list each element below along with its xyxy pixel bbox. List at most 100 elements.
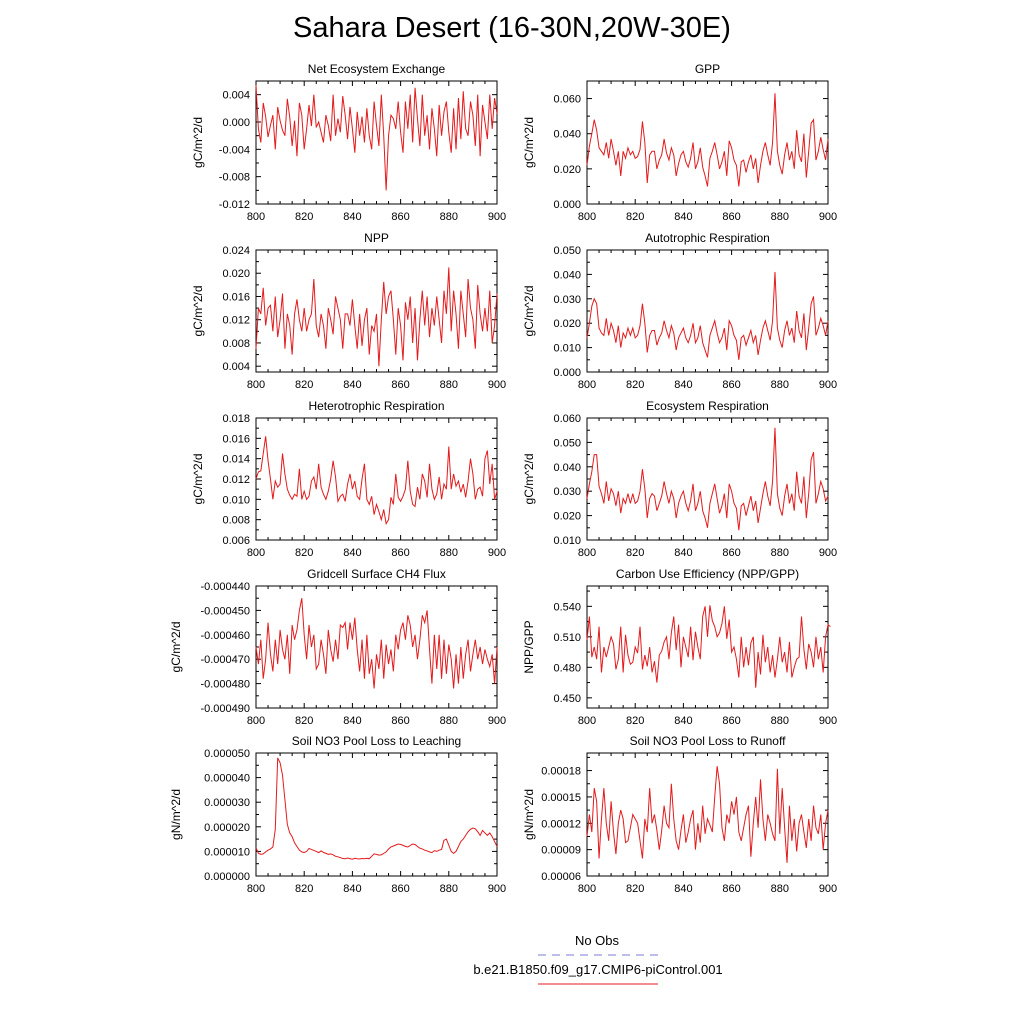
panel-title: Autotrophic Respiration	[645, 231, 770, 245]
y-tick-label: 0.510	[553, 632, 581, 644]
y-tick-label: 0.024	[222, 245, 250, 257]
x-tick-label: 880	[440, 379, 458, 391]
x-tick-label: 900	[819, 883, 837, 895]
y-tick-label: 0.040	[553, 269, 581, 281]
y-tick-label: 0.040	[553, 462, 581, 474]
x-tick-label: 900	[819, 715, 837, 727]
x-tick-label: 900	[819, 211, 837, 223]
panel-title: Carbon Use Efficiency (NPP/GPP)	[616, 567, 799, 581]
x-tick-label: 840	[343, 211, 361, 223]
plot-frame	[255, 417, 498, 541]
panel-title: Ecosystem Respiration	[646, 399, 769, 413]
panel-2: GPP gC/m^2/d 800 820 840 860 880 900 0.000 0.020 0…	[522, 62, 837, 223]
panel-title: Net Ecosystem Exchange	[308, 62, 446, 76]
x-tick-label: 880	[771, 211, 789, 223]
x-tick-label: 800	[578, 547, 596, 559]
panel-title: Heterotrophic Respiration	[308, 399, 444, 413]
x-tick-label: 840	[674, 547, 692, 559]
x-tick-label: 880	[440, 547, 458, 559]
plot-frame	[586, 752, 829, 877]
x-tick-label: 880	[771, 379, 789, 391]
series-line	[586, 766, 829, 863]
panel-7: Gridcell Surface CH4 Flux gC/m^2/d 800 820 8…	[169, 567, 506, 727]
panel-title: Gridcell Surface CH4 Flux	[307, 567, 446, 581]
x-tick-label: 840	[343, 547, 361, 559]
y-axis-label: NPP/GPP	[522, 620, 536, 673]
y-axis-label: gC/m^2/d	[522, 454, 536, 505]
y-tick-label: -0.000460	[200, 630, 250, 642]
plot-frame	[586, 585, 829, 709]
x-tick-label: 800	[247, 715, 265, 727]
y-tick-label: 0.000	[222, 117, 250, 129]
panel-title: GPP	[695, 62, 720, 76]
y-tick-label: 0.020	[553, 318, 581, 330]
x-tick-label: 800	[578, 379, 596, 391]
x-tick-label: 820	[295, 211, 313, 223]
x-tick-label: 860	[391, 883, 409, 895]
x-tick-label: 860	[722, 211, 740, 223]
y-tick-label: 0.016	[222, 433, 250, 445]
y-tick-label: 0.020	[222, 268, 250, 280]
y-tick-label: -0.004	[219, 144, 250, 156]
x-tick-label: 880	[771, 715, 789, 727]
x-tick-label: 880	[771, 883, 789, 895]
series-line	[255, 85, 498, 191]
plot-frame	[255, 752, 498, 877]
y-tick-label: 0.00015	[541, 792, 581, 804]
series-line	[255, 757, 498, 860]
y-axis-label: gC/m^2/d	[169, 622, 183, 673]
x-tick-label: 840	[343, 715, 361, 727]
x-tick-label: 900	[488, 379, 506, 391]
x-tick-label: 820	[295, 883, 313, 895]
y-tick-label: 0.050	[553, 437, 581, 449]
series-line	[255, 267, 498, 367]
x-tick-label: 860	[722, 715, 740, 727]
y-tick-label: -0.000450	[200, 605, 250, 617]
y-tick-label: -0.008	[219, 172, 250, 184]
y-tick-label: 0.000020	[204, 822, 250, 834]
y-axis-label: gC/m^2/d	[522, 286, 536, 337]
panel-title: Soil NO3 Pool Loss to Leaching	[292, 734, 461, 748]
x-tick-label: 880	[440, 883, 458, 895]
x-tick-label: 880	[771, 547, 789, 559]
y-tick-label: 0.008	[222, 338, 250, 350]
y-tick-label: 0.010	[553, 343, 581, 355]
panel-6: Ecosystem Respiration gC/m^2/d 800 820 840 86…	[522, 399, 837, 559]
y-tick-label: 0.000000	[204, 871, 250, 883]
y-tick-label: -0.000440	[200, 581, 250, 593]
y-tick-label: 0.016	[222, 291, 250, 303]
x-tick-label: 800	[578, 883, 596, 895]
y-tick-label: 0.004	[222, 361, 250, 373]
y-tick-label: 0.000	[553, 199, 581, 211]
x-tick-label: 820	[295, 547, 313, 559]
x-tick-label: 860	[391, 715, 409, 727]
x-tick-label: 800	[247, 379, 265, 391]
panel-1: Net Ecosystem Exchange gC/m^2/d 800 820 840 8…	[191, 62, 506, 223]
y-axis-label: gC/m^2/d	[191, 286, 205, 337]
y-tick-label: 0.000	[553, 367, 581, 379]
y-tick-label: 0.00006	[541, 871, 581, 883]
x-tick-label: 860	[722, 379, 740, 391]
y-tick-label: 0.480	[553, 662, 581, 674]
x-tick-label: 840	[674, 715, 692, 727]
x-tick-label: 900	[819, 547, 837, 559]
x-tick-label: 860	[722, 883, 740, 895]
x-tick-label: 800	[578, 715, 596, 727]
y-tick-label: 0.060	[553, 413, 581, 425]
y-tick-label: 0.010	[222, 494, 250, 506]
x-tick-label: 860	[391, 379, 409, 391]
y-tick-label: 0.006	[222, 535, 250, 547]
y-tick-label: 0.000030	[204, 797, 250, 809]
x-tick-label: 800	[247, 883, 265, 895]
x-tick-label: 900	[488, 211, 506, 223]
x-tick-label: 840	[343, 379, 361, 391]
y-tick-label: 0.000010	[204, 846, 250, 858]
y-tick-label: 0.012	[222, 474, 250, 486]
x-tick-label: 820	[295, 379, 313, 391]
plot-frame	[586, 417, 829, 541]
y-axis-label: gN/m^2/d	[522, 789, 536, 840]
x-tick-label: 840	[343, 883, 361, 895]
y-tick-label: 0.014	[222, 454, 250, 466]
x-tick-label: 860	[391, 547, 409, 559]
